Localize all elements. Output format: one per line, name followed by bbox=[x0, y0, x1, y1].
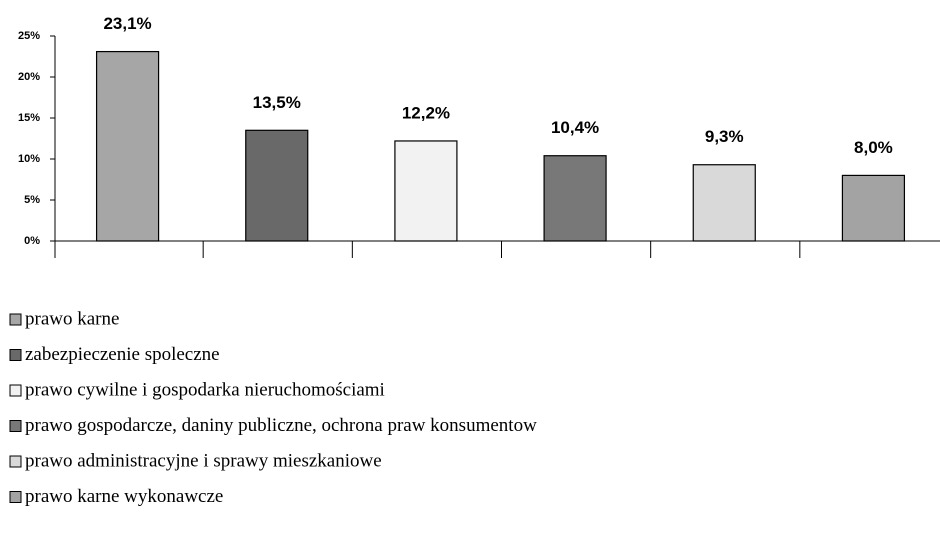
bar bbox=[692, 164, 756, 242]
legend-label: prawo cywilne i gospodarka nieruchomości… bbox=[25, 379, 385, 400]
legend-label: prawo administracyjne i sprawy mieszkani… bbox=[25, 450, 382, 471]
legend-swatch bbox=[9, 313, 22, 326]
bar bbox=[394, 140, 458, 242]
y-tick-label: 0% bbox=[24, 235, 40, 247]
bar bbox=[245, 129, 309, 242]
bar bbox=[95, 50, 160, 242]
y-tick-label: 20% bbox=[18, 71, 40, 83]
legend-swatch bbox=[9, 384, 22, 397]
legend-label: zabezpieczenie spoleczne bbox=[25, 344, 220, 365]
legend-swatch bbox=[9, 491, 22, 503]
y-tick-label: 5% bbox=[24, 194, 40, 206]
legend-swatch bbox=[9, 455, 22, 468]
value-label: 23,1% bbox=[103, 14, 151, 33]
legend-label: prawo karne wykonawcze bbox=[25, 486, 223, 507]
value-label: 9,3% bbox=[705, 127, 744, 146]
value-label: 13,5% bbox=[253, 93, 301, 112]
legend-label: prawo karne bbox=[25, 308, 119, 329]
value-label: 10,4% bbox=[551, 118, 599, 137]
y-tick-label: 25% bbox=[18, 30, 40, 42]
y-tick-label: 10% bbox=[18, 153, 40, 165]
bar bbox=[543, 155, 607, 242]
value-label: 8,0% bbox=[854, 138, 893, 157]
y-tick-label: 15% bbox=[18, 112, 40, 124]
legend-swatch bbox=[9, 420, 22, 432]
legend-swatch bbox=[9, 349, 22, 361]
legend-label: prawo gospodarcze, daniny publiczne, och… bbox=[25, 415, 537, 436]
bar bbox=[841, 174, 906, 242]
value-label: 12,2% bbox=[402, 103, 450, 122]
